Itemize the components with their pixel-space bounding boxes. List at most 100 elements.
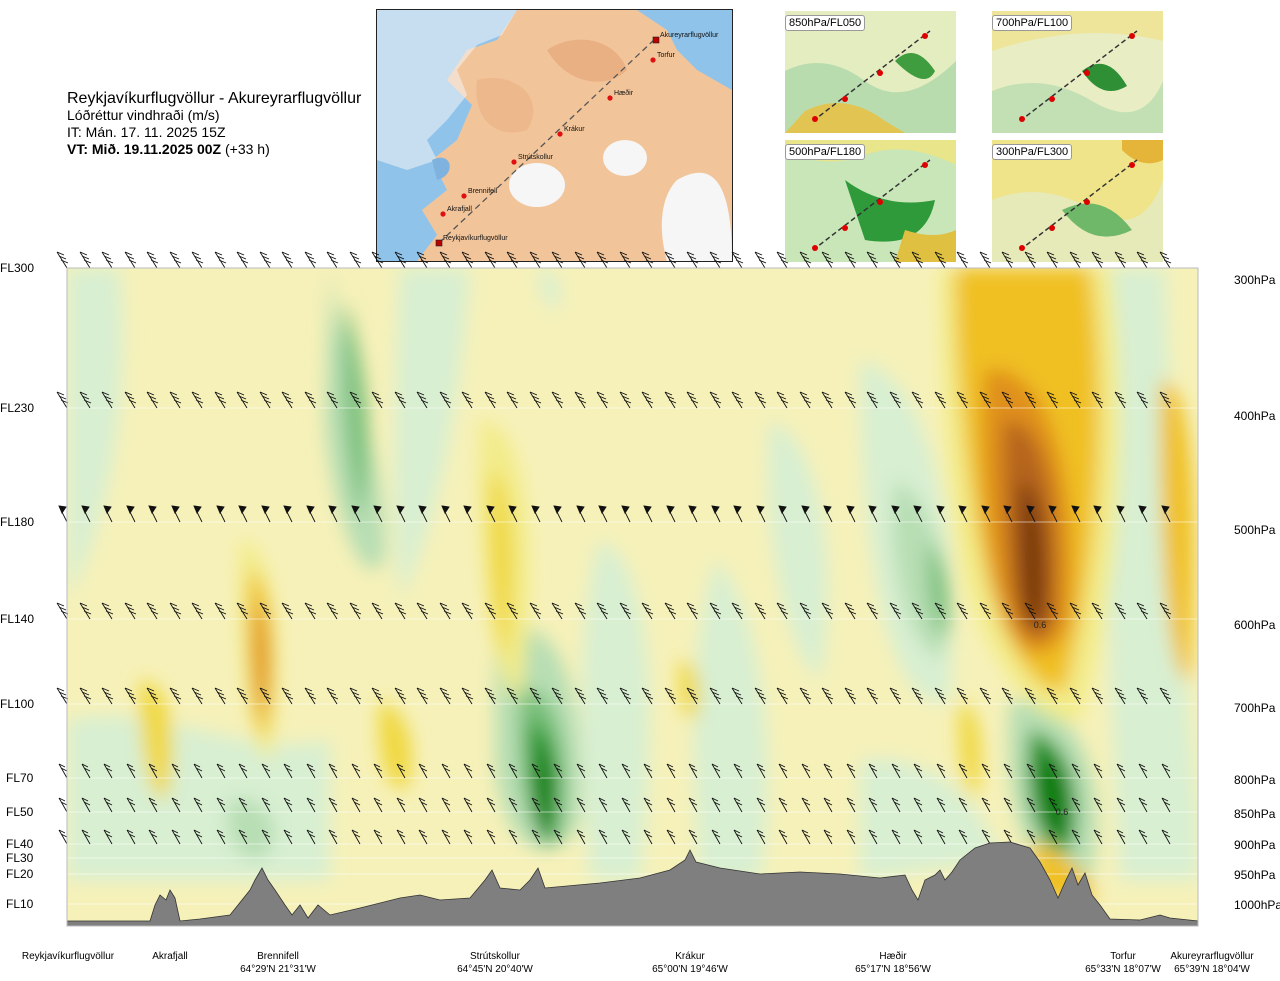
wind-barb <box>733 797 743 813</box>
map-waypoint[interactable]: Akureyrarflugvöllur <box>652 32 719 44</box>
wind-barb <box>1093 829 1103 845</box>
hpa-axis-label: 500hPa <box>1234 523 1276 537</box>
wind-barb <box>216 763 226 779</box>
wind-barb <box>958 763 968 779</box>
wind-barb <box>461 687 474 705</box>
wind-barb <box>688 829 698 845</box>
wind-barb <box>688 505 698 523</box>
wind-barb <box>936 505 946 523</box>
wind-barb <box>1161 797 1171 813</box>
wind-barb <box>709 602 722 620</box>
wind-barb <box>733 505 743 523</box>
wind-barb <box>146 602 159 620</box>
hpa-axis-label: 400hPa <box>1234 409 1276 423</box>
wind-barb <box>396 829 406 845</box>
waypoint-label: Torfur <box>657 52 676 59</box>
waypoint-marker <box>652 36 660 44</box>
wind-barb <box>79 602 92 620</box>
wind-barb <box>506 602 519 620</box>
wind-barb <box>756 829 766 845</box>
wind-barb <box>214 687 227 705</box>
wind-barb <box>846 763 856 779</box>
map-waypoint[interactable]: Reykjavíkurflugvöllur <box>435 235 508 247</box>
wind-barb <box>553 505 563 523</box>
wind-barb <box>643 829 653 845</box>
wind-barb <box>799 687 812 705</box>
sea-area-north <box>637 10 732 90</box>
wind-barb <box>306 763 316 779</box>
location-coord: 64°45'N 20°40'W <box>457 964 533 975</box>
wind-barb <box>778 763 788 779</box>
wind-barb <box>193 829 203 845</box>
wind-barb <box>439 391 452 409</box>
wind-barb <box>1116 829 1126 845</box>
wind-barb <box>821 391 834 409</box>
wind-barb <box>326 251 339 269</box>
wind-barb <box>58 763 68 779</box>
wind-barb <box>956 602 969 620</box>
wind-barb <box>621 829 631 845</box>
wind-barb <box>1161 829 1171 845</box>
contour-annotation: 0.6 <box>1034 620 1047 630</box>
wind-barb <box>394 602 407 620</box>
wind-barb <box>778 829 788 845</box>
wind-barb <box>56 687 69 705</box>
map-waypoint[interactable]: Akrafjall <box>440 206 472 217</box>
wind-barb <box>754 391 767 409</box>
wind-barb <box>351 829 361 845</box>
panel-700hpa[interactable]: 700hPa/FL100 <box>992 11 1163 133</box>
wind-barb <box>913 763 923 779</box>
wind-barb <box>326 687 339 705</box>
wind-barb <box>823 829 833 845</box>
wind-barb <box>598 763 608 779</box>
map-waypoint[interactable]: Krákur <box>557 126 585 137</box>
wind-barb <box>418 505 428 523</box>
wind-barb <box>531 797 541 813</box>
wind-barb <box>418 763 428 779</box>
wind-barb <box>666 797 676 813</box>
wind-barb <box>958 829 968 845</box>
panel-300-map <box>992 140 1163 262</box>
wind-barb <box>304 687 317 705</box>
wind-barb <box>79 251 92 269</box>
map-waypoint[interactable]: Torfur <box>650 52 676 63</box>
map-waypoint[interactable]: Hæðir <box>607 89 634 101</box>
wind-barb <box>1136 602 1149 620</box>
panel-850hpa[interactable]: 850hPa/FL050 <box>785 11 956 133</box>
waypoint-label: Brennifell <box>468 188 498 195</box>
wind-barb <box>281 391 294 409</box>
wind-barb <box>868 829 878 845</box>
waypoint-label: Krákur <box>564 126 585 133</box>
wind-barb <box>463 505 473 523</box>
wind-barb <box>351 505 361 523</box>
wind-barb <box>866 687 879 705</box>
wind-barb <box>576 829 586 845</box>
wind-barb <box>371 391 384 409</box>
wind-barb <box>169 251 182 269</box>
hpa-axis-label: 600hPa <box>1234 618 1276 632</box>
panel-label: 500hPa/FL180 <box>785 144 866 160</box>
wind-barb <box>846 505 856 523</box>
wind-barb <box>799 391 812 409</box>
wind-barb <box>261 797 271 813</box>
wind-barb <box>283 763 293 779</box>
wind-barb <box>394 687 407 705</box>
hpa-axis-label: 300hPa <box>1234 273 1276 287</box>
wind-barb <box>641 391 654 409</box>
wind-barb <box>461 602 474 620</box>
wind-barb <box>101 391 114 409</box>
wind-barb <box>304 251 317 269</box>
wind-barb <box>1046 602 1059 620</box>
location-label: Akureyrarflugvöllur 65°39'N 18°04'W <box>1170 950 1253 976</box>
wind-barb <box>126 505 136 523</box>
wind-barb <box>844 391 857 409</box>
location-label: Akrafjall <box>152 950 188 963</box>
map-waypoint[interactable]: Brennifell <box>461 188 498 199</box>
panel-300hpa[interactable]: 300hPa/FL300 <box>992 140 1163 262</box>
location-coord: 65°17'N 18°56'W <box>855 964 931 975</box>
wind-barb <box>889 687 902 705</box>
wind-barb <box>126 763 136 779</box>
panel-500hpa[interactable]: 500hPa/FL180 <box>785 140 956 262</box>
map-waypoint[interactable]: Strútskollur <box>511 154 554 165</box>
wind-barb <box>1136 687 1149 705</box>
